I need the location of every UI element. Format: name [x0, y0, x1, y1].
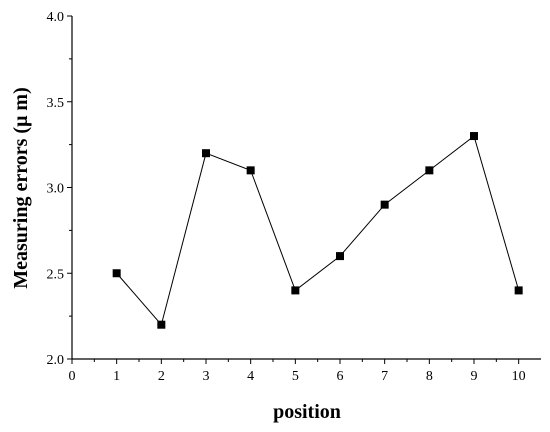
y-tick-label: 3.5 — [47, 96, 65, 111]
y-tick-label: 3.0 — [47, 182, 65, 197]
tick-labels: 0 1 2 3 4 5 6 7 8 9 10 2.0 2.5 3.0 3.5 4.0 — [47, 10, 526, 384]
data-point — [112, 269, 121, 278]
y-tick-label: 2.0 — [47, 353, 65, 368]
data-point — [336, 252, 344, 261]
y-axis-title: Measuring errors (μ m) — [10, 87, 32, 288]
x-tick-label: 0 — [69, 369, 76, 384]
x-tick-label: 4 — [247, 369, 254, 384]
x-tick-label: 9 — [471, 369, 478, 384]
data-point — [425, 166, 434, 175]
data-point — [291, 286, 300, 295]
x-tick-label: 1 — [113, 369, 120, 384]
x-tick-label: 10 — [512, 369, 526, 384]
data-point — [246, 166, 255, 175]
data-point — [380, 200, 389, 209]
data-point — [514, 286, 523, 295]
y-tick-label: 4.0 — [47, 10, 65, 25]
x-tick-label: 5 — [292, 369, 299, 384]
x-tick-label: 7 — [381, 369, 388, 384]
x-axis-title: position — [273, 401, 341, 423]
data-point — [157, 320, 166, 329]
x-tick-label: 8 — [426, 369, 433, 384]
x-tick-label: 6 — [337, 369, 344, 384]
series-line — [116, 135, 520, 326]
data-point — [470, 132, 478, 141]
tick-marks — [67, 15, 520, 364]
x-tick-label: 3 — [203, 369, 210, 384]
y-tick-label: 2.5 — [47, 267, 65, 282]
x-tick-label: 2 — [158, 369, 165, 384]
axes — [71, 16, 541, 360]
series-group — [112, 132, 523, 329]
data-point — [202, 149, 210, 158]
